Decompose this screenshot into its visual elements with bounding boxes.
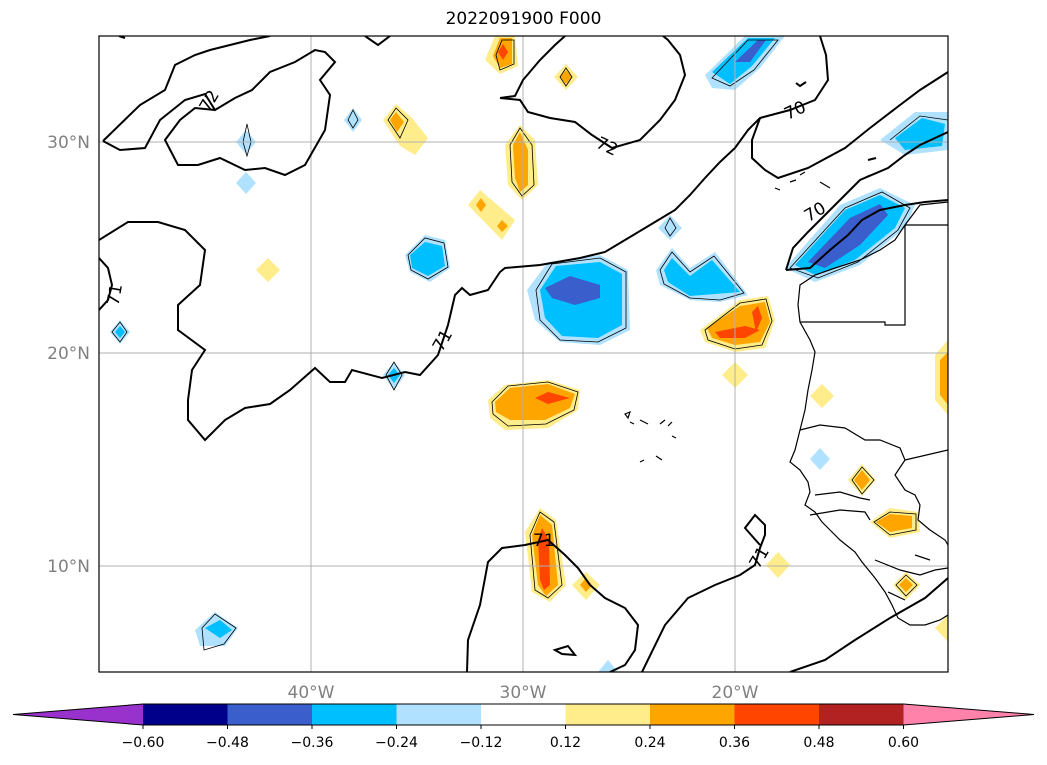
colorbar-segment (396, 704, 482, 725)
colorbar-tick-label: −0.60 (122, 735, 165, 751)
lat-tick-label: 20°N (47, 344, 90, 364)
colorbar-tick-label: −0.48 (206, 735, 249, 751)
contour-label: 71 (104, 282, 127, 307)
anomaly-outlines (111, 39, 948, 651)
colorbar: −0.60 −0.48 −0.36 −0.24 −0.12 0.12 0.24 0.36 0.4… (12, 703, 1035, 751)
lon-tick-label: 20°W (712, 683, 759, 703)
colorbar-segment (481, 704, 566, 725)
colorbar-tick-label: 0.48 (803, 735, 834, 751)
colorbar-tick-label: 0.60 (888, 735, 919, 751)
lat-tick-label: 30°N (47, 133, 90, 153)
lon-tick-label: 30°W (500, 683, 547, 703)
colorbar-tick-label: 0.12 (550, 735, 581, 751)
lat-tick-labels: 30°N 20°N 10°N (47, 133, 90, 577)
lat-tick-label: 10°N (47, 557, 90, 577)
colorbar-extend-high (903, 704, 1034, 725)
colorbar-segment (143, 704, 228, 725)
map-frame (98, 35, 949, 673)
colorbar-tick-label: −0.36 (291, 735, 334, 751)
colorbar-tick-label: −0.12 (460, 735, 503, 751)
colorbar-segment (650, 704, 735, 725)
coastline (624, 171, 948, 626)
colorbar-segment (734, 704, 820, 725)
lon-tick-label: 40°W (288, 683, 335, 703)
height-contours (99, 36, 948, 672)
colorbar-segment (312, 704, 397, 725)
contour-label: 71 (533, 531, 555, 551)
colorbar-extend-low (13, 704, 143, 725)
colorbar-segment (819, 704, 904, 725)
colorbar-tick-label: 0.24 (634, 735, 665, 751)
chart-title: 2022091900 F000 (445, 9, 602, 29)
lon-tick-labels: 40°W 30°W 20°W (288, 683, 759, 703)
map-gridlines (99, 36, 948, 672)
colorbar-tick-label: 0.36 (719, 735, 750, 751)
colorbar-segment (227, 704, 313, 725)
colorbar-tick-label: −0.24 (375, 735, 418, 751)
colorbar-segment (565, 704, 651, 725)
map-plot-area: 72 72 71 71 70 70 71 71 (99, 36, 948, 672)
